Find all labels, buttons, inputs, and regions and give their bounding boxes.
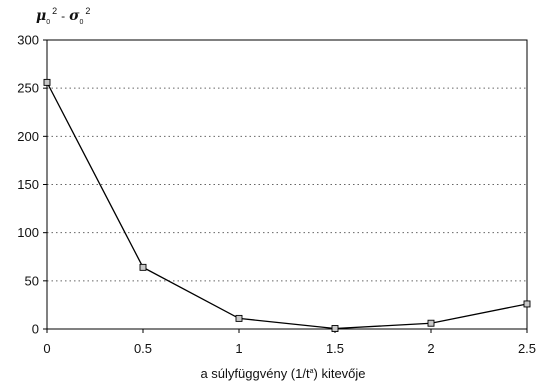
y-tick-label: 100	[17, 225, 39, 240]
data-point	[235, 314, 243, 322]
y-tick-label: 50	[25, 273, 39, 288]
y-axis-title-mu-sub: 0	[46, 19, 50, 26]
y-axis-title-sigma: σ	[69, 8, 80, 24]
y-axis-title-mu: μ	[36, 8, 46, 24]
y-tick-label: 300	[17, 33, 39, 48]
y-axis-title-mu-sup: 2	[52, 6, 57, 16]
data-point	[523, 300, 531, 308]
series-markers	[43, 78, 531, 332]
gridlines	[47, 87, 527, 282]
series-line	[46, 82, 528, 330]
y-axis: 0 50 100 150 200 250 300	[17, 33, 47, 337]
y-tick-label: 150	[17, 177, 39, 192]
y-axis-title-minus: -	[61, 9, 65, 23]
x-tick-label: 0.5	[134, 341, 152, 356]
x-tick-label: 1	[235, 341, 242, 356]
y-tick-label: 200	[17, 129, 39, 144]
y-tick-label: 250	[17, 81, 39, 96]
data-point	[331, 325, 339, 332]
data-point	[43, 78, 51, 86]
x-axis-title-before: a súlyfüggvény (1/t	[200, 366, 310, 381]
y-tick-label: 0	[32, 322, 39, 337]
x-axis-title-sup: a	[310, 368, 314, 375]
x-tick-label: 2.5	[518, 341, 536, 356]
x-axis-title-after: ) kitevője	[314, 366, 366, 381]
data-point	[139, 263, 147, 271]
data-point	[427, 319, 435, 327]
y-axis-title-sigma-sup: 2	[85, 6, 90, 16]
y-axis-title: μ02- σ02	[36, 6, 90, 26]
x-tick-label: 2	[427, 341, 434, 356]
x-axis-title: a súlyfüggvény (1/ta) kitevője	[200, 366, 365, 381]
x-tick-label: 0	[43, 341, 50, 356]
x-axis: 0 0.5 1 1.5 2 2.5	[43, 329, 536, 356]
y-axis-title-sigma-sub: 0	[80, 19, 84, 26]
x-tick-label: 1.5	[326, 341, 344, 356]
